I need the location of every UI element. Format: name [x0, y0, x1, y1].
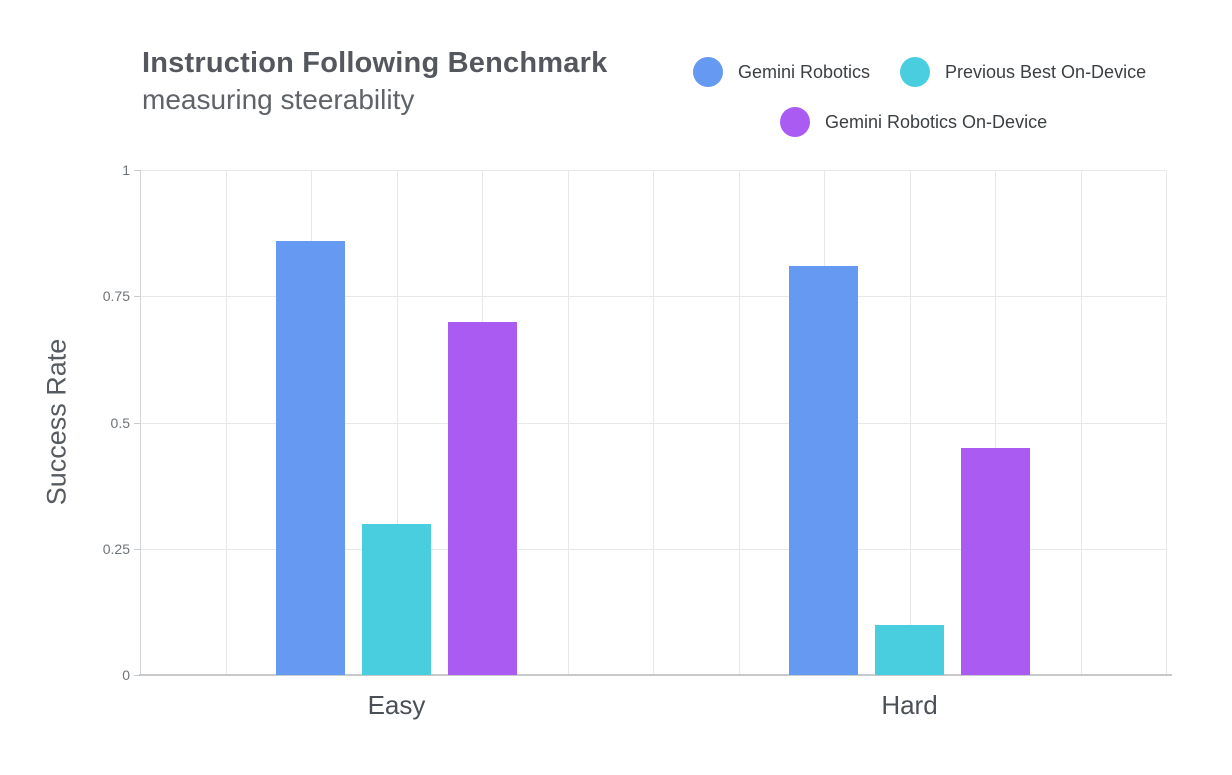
legend-item-gemini-robotics-on-device: Gemini Robotics On-Device: [780, 107, 1047, 137]
bar-hard-previous-best-on-device: [875, 624, 944, 675]
chart-header: Instruction Following Benchmark measurin…: [142, 44, 607, 118]
y-axis-line: [140, 170, 141, 675]
y-tick-label: 0.5: [110, 414, 130, 431]
y-tick-label: 0.25: [102, 540, 130, 557]
legend-label: Gemini Robotics: [738, 61, 871, 82]
bar-easy-gemini-robotics-on-device: [448, 321, 517, 675]
legend-label: Gemini Robotics On-Device: [825, 111, 1048, 132]
y-tick-label: 0.75: [102, 288, 130, 305]
vertical-gridline: [1166, 170, 1167, 675]
bar-easy-previous-best-on-device: [362, 523, 431, 675]
legend-swatch-circle-icon: [780, 107, 810, 137]
bar-easy-gemini-robotics: [276, 240, 345, 675]
y-tick-label: 1: [122, 162, 130, 178]
y-tick-mark: [134, 675, 140, 676]
chart-subtitle: measuring steerability: [142, 84, 415, 115]
horizontal-gridline: [140, 170, 1166, 171]
y-tick-mark: [134, 170, 140, 171]
x-axis-line: [139, 674, 1172, 676]
horizontal-gridline: [140, 422, 1166, 424]
legend-item-previous-best-on-device: Previous Best On-Device: [900, 57, 1146, 87]
y-tick-mark: [134, 296, 140, 298]
bar-hard-gemini-robotics: [789, 265, 858, 675]
chart-title: Instruction Following Benchmark: [142, 47, 608, 79]
legend-label: Previous Best On-Device: [945, 61, 1147, 82]
horizontal-gridline: [140, 296, 1166, 298]
legend-item-gemini-robotics: Gemini Robotics: [693, 57, 870, 87]
y-tick-label: 0: [122, 667, 130, 683]
bar-hard-gemini-robotics-on-device: [961, 447, 1030, 675]
plot-area: 0 0.25 0.5 0.75 1 Easy Hard: [103, 162, 1172, 720]
horizontal-gridline: [140, 548, 1166, 550]
x-category-label: Hard: [881, 690, 938, 720]
y-tick-mark: [134, 422, 140, 424]
legend-swatch-circle-icon: [693, 57, 723, 87]
y-tick-mark: [134, 548, 140, 550]
x-category-label: Easy: [367, 690, 426, 720]
legend-swatch-circle-icon: [900, 57, 930, 87]
